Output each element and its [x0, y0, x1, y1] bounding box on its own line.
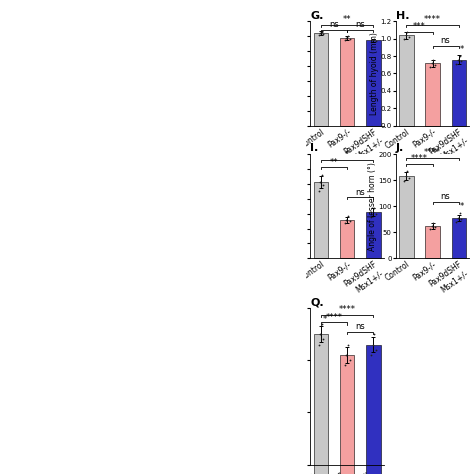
- Text: ***: ***: [413, 22, 426, 31]
- Bar: [314, 33, 328, 126]
- Text: ns: ns: [356, 20, 365, 29]
- Text: ns: ns: [441, 192, 450, 201]
- Text: ns: ns: [356, 322, 365, 331]
- Bar: [399, 176, 413, 258]
- Text: ns: ns: [356, 188, 365, 197]
- Bar: [452, 218, 466, 258]
- Text: *: *: [322, 315, 327, 324]
- Text: **: **: [330, 158, 338, 167]
- Text: J.: J.: [396, 143, 404, 153]
- Text: ns: ns: [441, 36, 450, 45]
- Bar: [452, 60, 466, 126]
- Bar: [366, 345, 381, 474]
- Text: ****: ****: [411, 155, 428, 164]
- Text: ****: ****: [339, 305, 356, 314]
- Text: ****: ****: [424, 148, 441, 157]
- Text: *: *: [460, 202, 464, 211]
- Text: H.: H.: [396, 10, 409, 20]
- Y-axis label: Length inferior horn (mm): Length inferior horn (mm): [285, 337, 294, 436]
- Bar: [340, 355, 355, 474]
- Text: I.: I.: [310, 143, 319, 153]
- Bar: [340, 219, 355, 258]
- Bar: [425, 226, 440, 258]
- Bar: [366, 40, 381, 126]
- Bar: [340, 38, 355, 126]
- Text: ****: ****: [326, 313, 343, 322]
- Text: *: *: [345, 150, 349, 159]
- Text: ****: ****: [424, 15, 441, 24]
- Text: G.: G.: [310, 10, 324, 20]
- Bar: [314, 182, 328, 258]
- Text: **: **: [343, 15, 351, 24]
- Y-axis label: Angle of lesser horn (°): Angle of lesser horn (°): [368, 162, 377, 251]
- Text: ns: ns: [329, 20, 339, 29]
- Y-axis label: Length greater horn (mm): Length greater horn (mm): [285, 156, 294, 256]
- Bar: [314, 334, 328, 474]
- Y-axis label: Length of hyoid (mm): Length of hyoid (mm): [370, 32, 379, 115]
- Bar: [425, 63, 440, 126]
- Bar: [366, 212, 381, 258]
- Bar: [399, 35, 413, 126]
- Y-axis label: Length of atlas (mm): Length of atlas (mm): [285, 33, 294, 114]
- Text: Q.: Q.: [310, 297, 324, 307]
- Text: *: *: [460, 46, 464, 55]
